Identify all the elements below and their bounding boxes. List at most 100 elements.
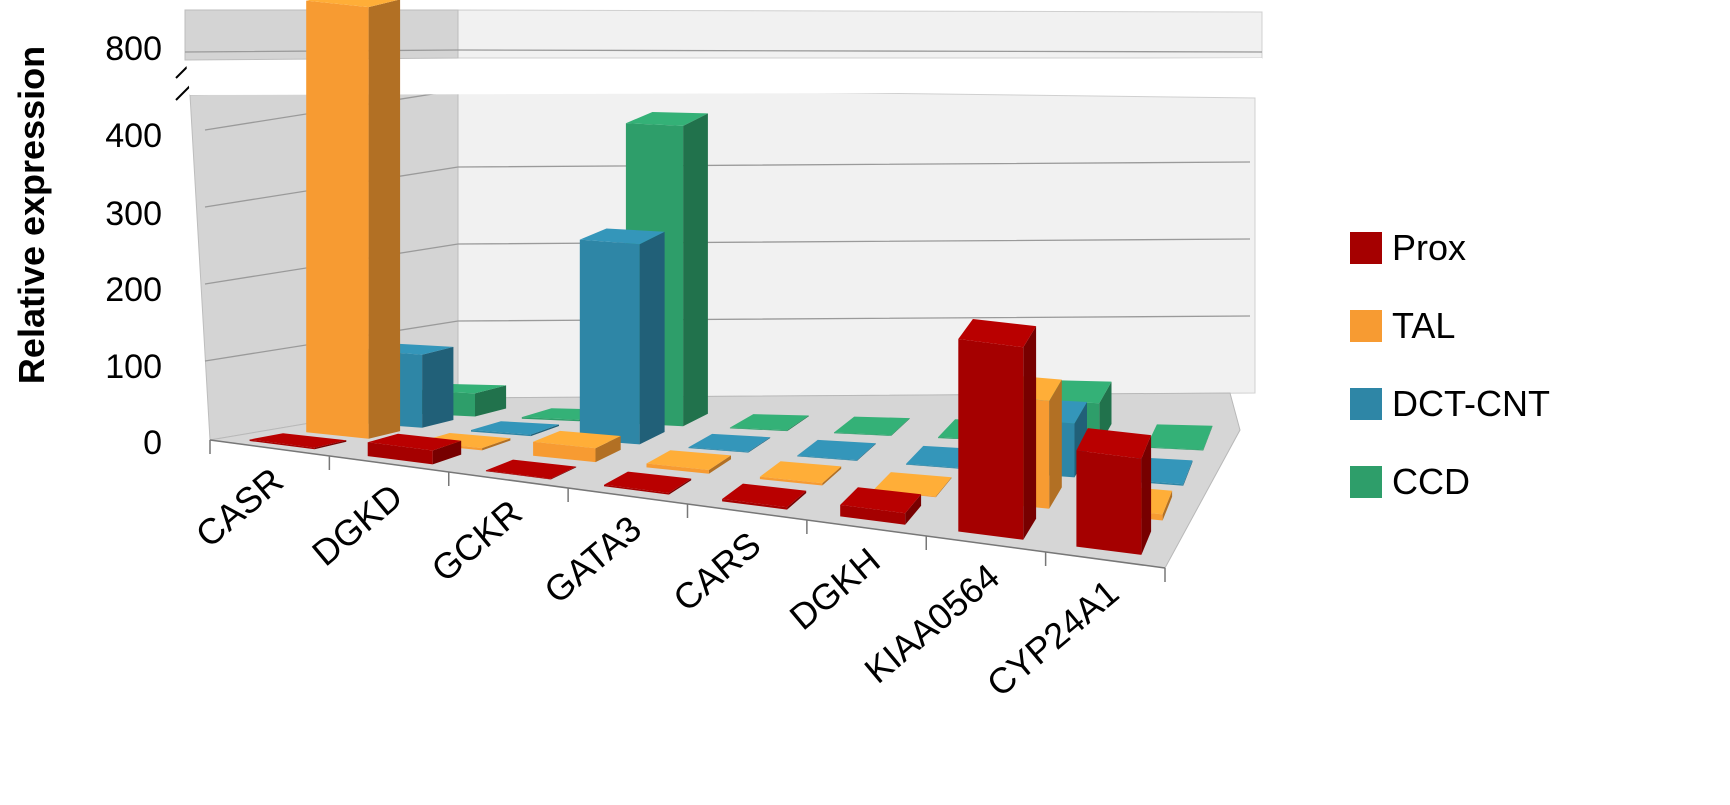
bar-top [579,228,665,245]
bar-side [482,438,511,451]
bar-front [533,441,596,463]
bar-side [708,455,731,474]
legend-swatch [1350,466,1382,498]
y-axis-ticks: 0 100 200 300 400 800 [105,30,162,462]
bar-top [840,487,922,514]
axis-break-gap [186,58,1262,95]
y-tick-label: 300 [105,195,162,233]
legend: Prox TAL DCT-CNT CCD [1350,227,1550,502]
y-tick-label: 200 [105,271,162,309]
bar-top [485,459,577,479]
category-label: DGKH [782,540,888,638]
bar-prox-casr [249,433,347,450]
bar-ccd-cars [834,416,910,436]
bar-top [471,421,559,435]
bar-dct-cnt-gckr [579,228,665,445]
bar-front [604,484,669,495]
bar-front [1146,447,1204,451]
bar-side [595,436,621,463]
category-label: DGKD [304,476,410,574]
bar-side [905,494,922,525]
bar-dct-cnt-dgkd [471,421,559,437]
bar-side [1023,326,1037,540]
legend-label: TAL [1392,305,1455,346]
category-label: GCKR [424,492,530,590]
bar-tal-cars [759,461,842,486]
gridline [184,49,1263,53]
bar-side [748,437,771,453]
y-tick-label: 0 [143,424,162,462]
bar-front [579,239,640,445]
bar-front [759,476,823,486]
y-tick-label: 400 [105,117,162,155]
bar-prox-gckr [485,459,577,480]
bar-prox-cyp24a1 [1076,428,1152,555]
bar-top [729,414,809,431]
bar-side [787,490,807,510]
bar-side [432,440,462,465]
bar-front [840,504,906,525]
legend-label: DCT-CNT [1392,383,1550,424]
bar-top [688,433,771,452]
bar-front [471,430,531,437]
legend-label: CCD [1392,461,1470,502]
bar-side [639,231,665,445]
bar-front [306,0,369,439]
y-tick-label: 800 [105,30,162,68]
bar-side [368,0,401,439]
bar-side [857,443,876,461]
bar-prox-kiaa0564 [958,319,1037,540]
gridline [204,238,1251,285]
bar-top [722,483,807,508]
gridline [204,315,1251,362]
bar-side [1141,435,1152,555]
legend-swatch [1350,310,1382,342]
bar-front [521,417,580,422]
bar-front [729,427,788,432]
bar-front [688,447,749,453]
bar-top [367,433,462,451]
bar-ccd-cyp24a1 [1146,424,1213,451]
bar-side [668,478,692,495]
bar-dct-cnt-gata3 [688,433,771,453]
bar-side [314,440,347,450]
bar-side [1049,379,1062,509]
y-tick-label: 100 [105,348,162,386]
bar-side [683,113,708,427]
bar-prox-dgkh [840,487,922,525]
bar-prox-cars [722,483,807,510]
bar-top [604,471,692,493]
bar-top [533,430,621,449]
bar-dct-cnt-cars [797,439,876,461]
bar-top [646,450,731,470]
y-axis-title: Relative expression [11,46,52,384]
bar-front [958,339,1024,540]
bar-prox-gata3 [604,471,692,495]
category-label: CASR [188,460,291,556]
legend-label: Prox [1392,227,1466,268]
bar-top [1146,424,1213,450]
bar-side [1162,490,1173,521]
gridlines [175,49,1263,362]
bar-top [759,461,842,484]
bar-front [722,499,788,510]
bar-side [891,418,910,436]
legend-swatch [1350,388,1382,420]
gridline [204,161,1251,208]
bar-side [1203,425,1213,451]
bar-front [834,432,892,436]
bar-side [1183,460,1193,486]
bar-side [422,346,454,428]
bar-top [306,0,398,8]
bar-top [625,112,708,126]
category-label: GATA3 [536,508,649,612]
bar-top [249,433,347,448]
bar-front [249,439,315,450]
bar-top [873,472,952,497]
bar-side [1099,381,1112,446]
bar-tal-gckr [533,430,621,463]
bar-ccd-gata3 [729,414,809,432]
bar-front [485,470,551,480]
bar-side [822,466,842,486]
